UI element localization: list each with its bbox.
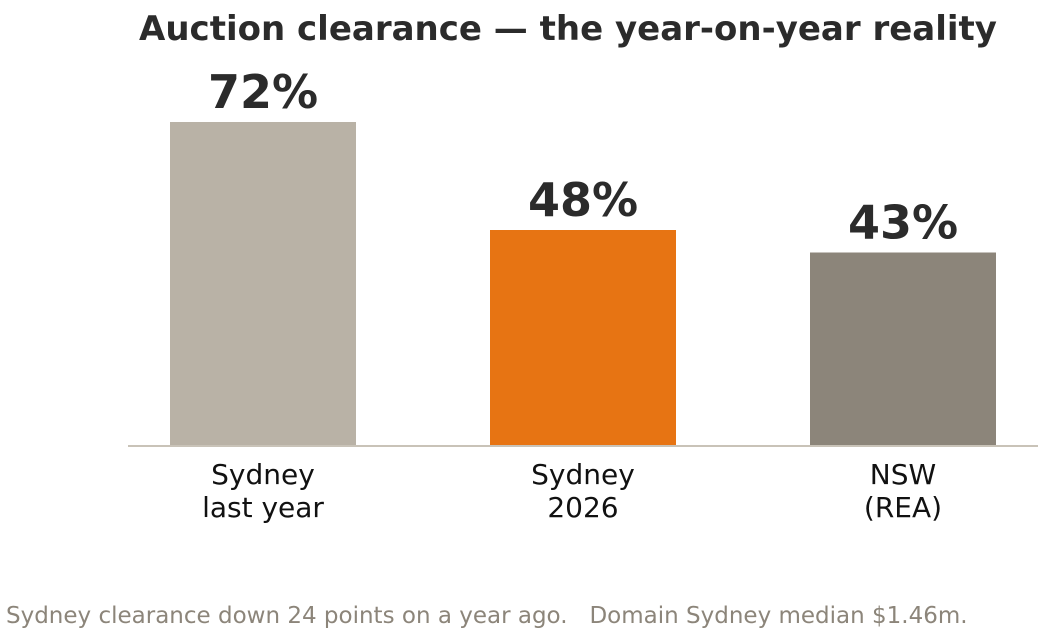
chart-title: Auction clearance — the year-on-year rea…: [139, 9, 997, 49]
bars-group: [170, 122, 996, 446]
category-label-0-line-0: Sydney: [211, 458, 315, 491]
chart-caption: Sydney clearance down 24 points on a yea…: [6, 603, 968, 629]
category-label-1-line-1: 2026: [547, 491, 618, 524]
category-label-2-line-0: NSW: [870, 458, 936, 491]
value-label-1: 48%: [528, 173, 638, 227]
bar-2: [810, 252, 996, 446]
bar-0: [170, 122, 356, 446]
category-label-2-line-1: (REA): [864, 491, 942, 524]
value-label-2: 43%: [848, 196, 958, 250]
bar-1: [490, 230, 676, 446]
category-label-1-line-0: Sydney: [531, 458, 635, 491]
value-label-0: 72%: [208, 65, 318, 119]
category-label-0-line-1: last year: [202, 491, 324, 524]
